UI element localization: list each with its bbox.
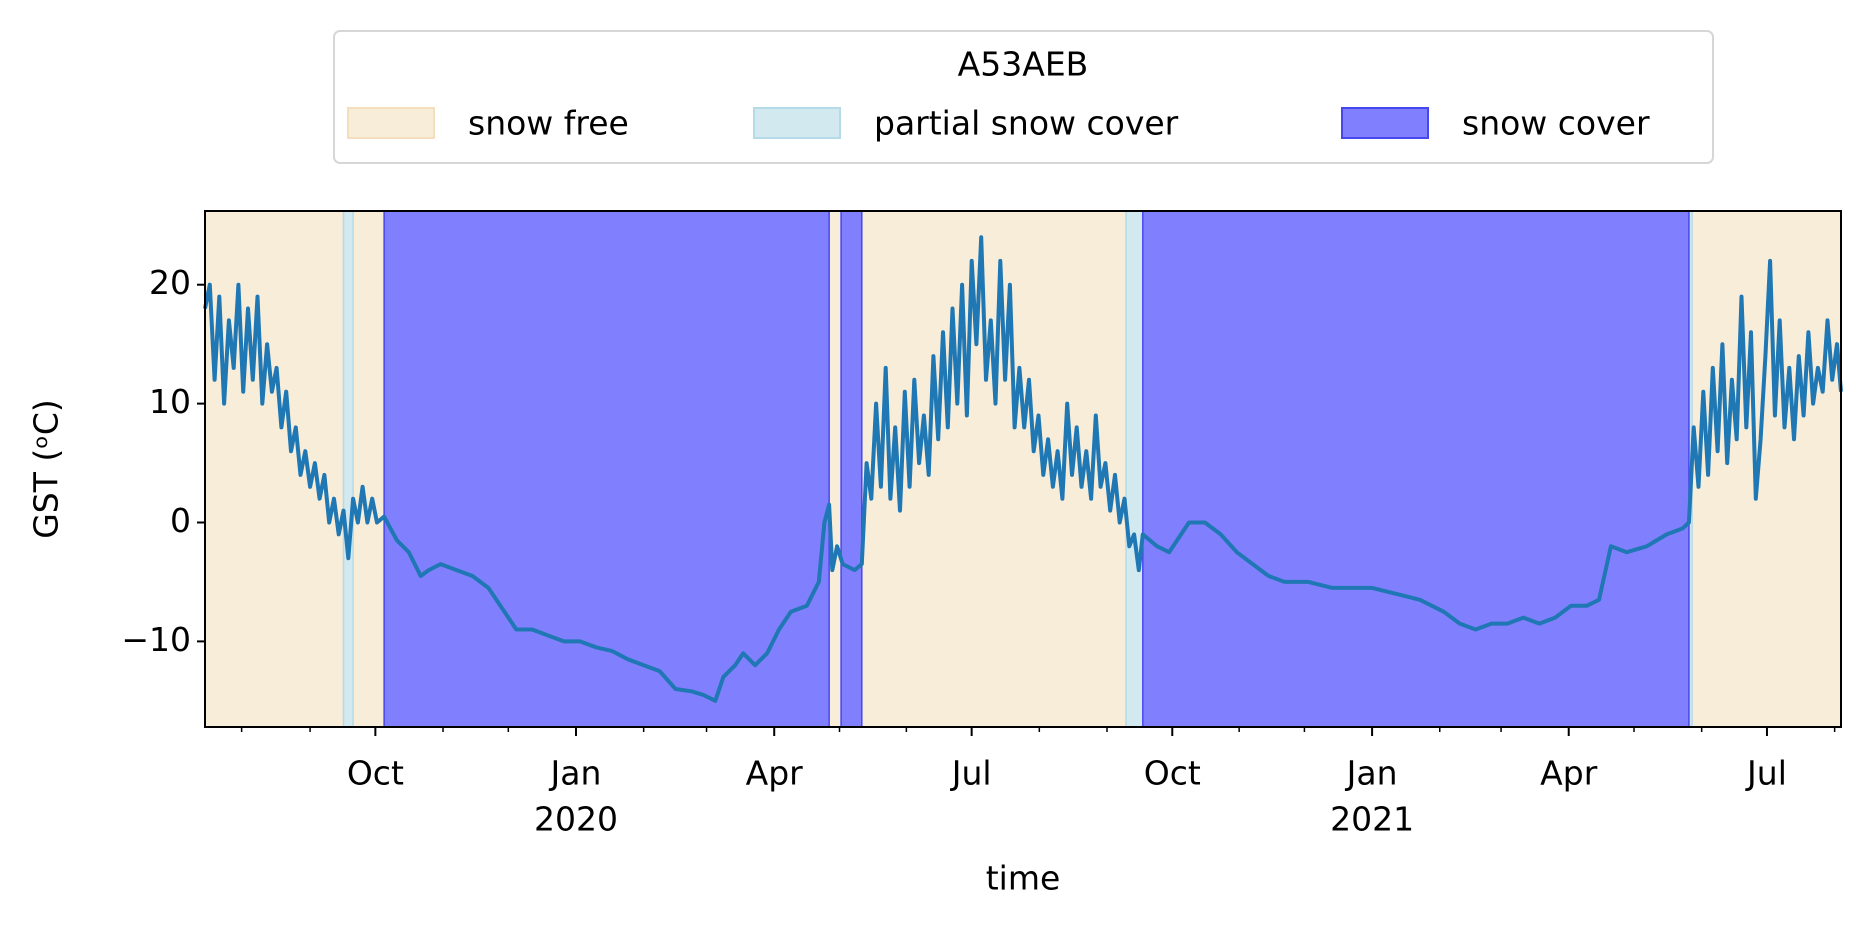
gst-line	[203, 235, 1843, 703]
x-tick-label: Oct	[347, 754, 404, 793]
x-axis-label: time	[986, 859, 1061, 898]
legend-swatch	[753, 107, 841, 139]
line-layer	[203, 235, 1843, 703]
span	[352, 210, 385, 728]
legend-label: snow free	[468, 104, 629, 143]
legend-label: snow cover	[1462, 104, 1650, 143]
x-tick-label: Jul	[950, 754, 992, 793]
span	[1691, 210, 1842, 728]
y-axis-label: GST (ᵒC)	[27, 399, 66, 539]
legend-label: partial snow cover	[874, 104, 1179, 143]
x-tick-label: Jul	[1745, 754, 1787, 793]
x-year-label: 2020	[534, 800, 618, 839]
x-tick-label: Apr	[746, 754, 804, 793]
span	[1125, 210, 1144, 728]
span	[383, 210, 830, 728]
y-tick-label: 20	[149, 263, 191, 302]
legend-swatch	[1341, 107, 1429, 139]
span	[840, 210, 863, 728]
x-tick-label: Jan	[1345, 754, 1398, 793]
x-tick-label: Oct	[1144, 754, 1201, 793]
x-tick-label: Apr	[1540, 754, 1598, 793]
x-tick-label: Jan	[549, 754, 602, 793]
span	[1142, 210, 1690, 728]
span	[204, 210, 345, 728]
y-tick-label: −10	[121, 620, 191, 659]
spans	[204, 210, 1842, 728]
axes-frame	[204, 210, 1842, 728]
x-year-label: 2021	[1330, 800, 1414, 839]
span	[828, 210, 842, 728]
y-tick-label: 0	[170, 501, 191, 540]
y-tick-label: 10	[149, 382, 191, 421]
span	[342, 210, 354, 728]
legend-title: A53AEB	[958, 45, 1089, 84]
legend-swatch	[347, 107, 435, 139]
